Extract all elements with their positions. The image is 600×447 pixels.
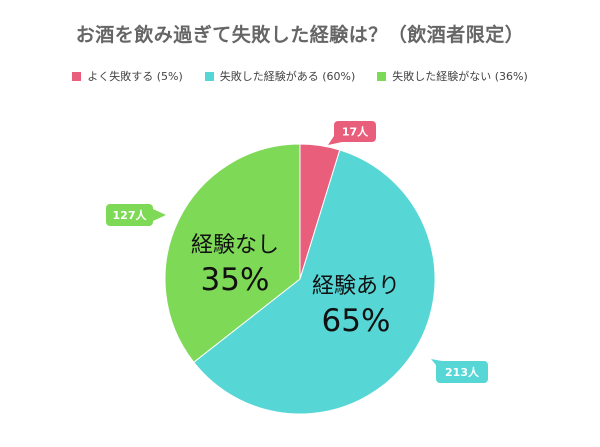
count-callout-often-fail: 17人 [328,121,376,145]
count-label: 213人 [445,365,480,379]
legend-label: 失敗した経験がある (60%) [219,70,356,83]
slice-inner-percent: 35% [201,262,270,298]
legend-swatch [72,71,82,81]
legend-label: よく失敗する (5%) [87,70,183,83]
count-callout-never-failed: 127人 [106,204,166,226]
slice-inner-label: 経験なし [191,233,279,258]
legend: よく失敗する (5%) 失敗した経験がある (60%) 失敗した経験がない (3… [0,68,600,84]
slice-inner-percent: 65% [322,303,391,339]
legend-swatch [204,71,214,81]
pie-slice-has-failed[interactable] [193,149,436,415]
legend-swatch [377,71,387,81]
legend-label: 失敗した経験がない (36%) [392,70,528,83]
pie-slice-never-failed[interactable] [164,143,301,363]
slice-inner-label: 経験あり [312,274,400,299]
count-callout-has-failed: 213人 [431,359,488,383]
count-label: 127人 [113,208,148,222]
legend-item-often-fail[interactable]: よく失敗する (5%) [72,68,183,84]
count-label: 17人 [342,125,369,139]
chart-title: お酒を飲み過ぎて失敗した経験は？（飲酒者限定） [75,24,525,46]
legend-item-has-failed[interactable]: 失敗した経験がある (60%) [204,68,356,84]
legend-item-never-failed[interactable]: 失敗した経験がない (36%) [377,68,528,84]
